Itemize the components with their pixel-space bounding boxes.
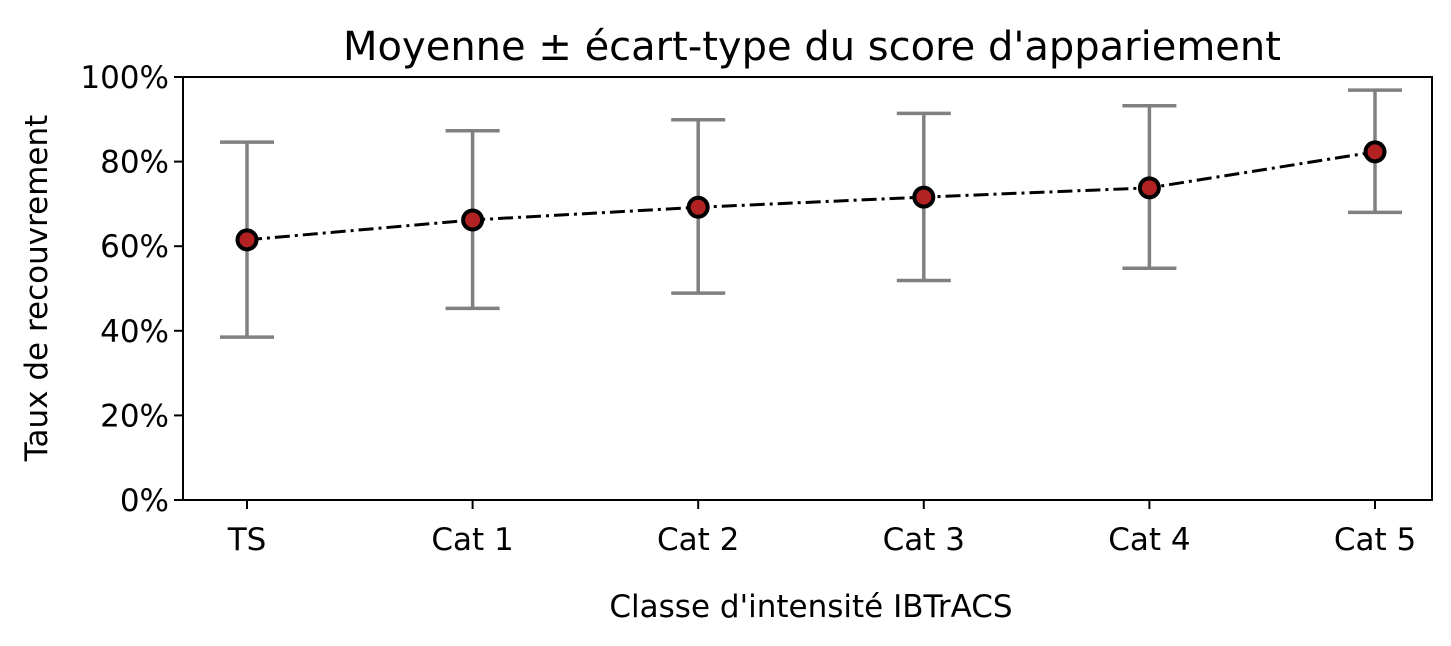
data-point <box>235 228 259 252</box>
y-axis-label: Taux de recouvrement <box>19 115 55 463</box>
y-tick-label: 100% <box>80 60 169 96</box>
x-tick-label: Cat 3 <box>883 522 965 558</box>
y-tick-label: 60% <box>100 229 169 265</box>
plot-area: 0% 20% 40% 60% 80% 100% TS Cat 1 Cat 2 Cat 3 Cat 4… <box>80 60 1416 558</box>
chart-title: Moyenne ± écart-type du score d'appariem… <box>343 24 1281 70</box>
y-tick-label: 20% <box>100 398 169 434</box>
series-line <box>246 150 1376 242</box>
data-point <box>912 185 936 209</box>
data-point <box>461 208 485 232</box>
x-tick-label: Cat 5 <box>1334 522 1416 558</box>
data-point <box>1363 140 1387 164</box>
x-tick-label: Cat 2 <box>657 522 739 558</box>
x-axis-label: Classe d'intensité IBTrACS <box>609 589 1012 625</box>
x-tick-label: Cat 4 <box>1108 522 1190 558</box>
y-tick-label: 0% <box>120 483 169 519</box>
data-point <box>1137 176 1161 200</box>
x-tick-label: Cat 1 <box>431 522 513 558</box>
x-tick-label: TS <box>227 522 267 558</box>
y-tick-label: 80% <box>100 145 169 181</box>
y-tick-label: 40% <box>100 314 169 350</box>
plot-frame <box>182 76 1433 501</box>
data-point <box>686 195 710 219</box>
